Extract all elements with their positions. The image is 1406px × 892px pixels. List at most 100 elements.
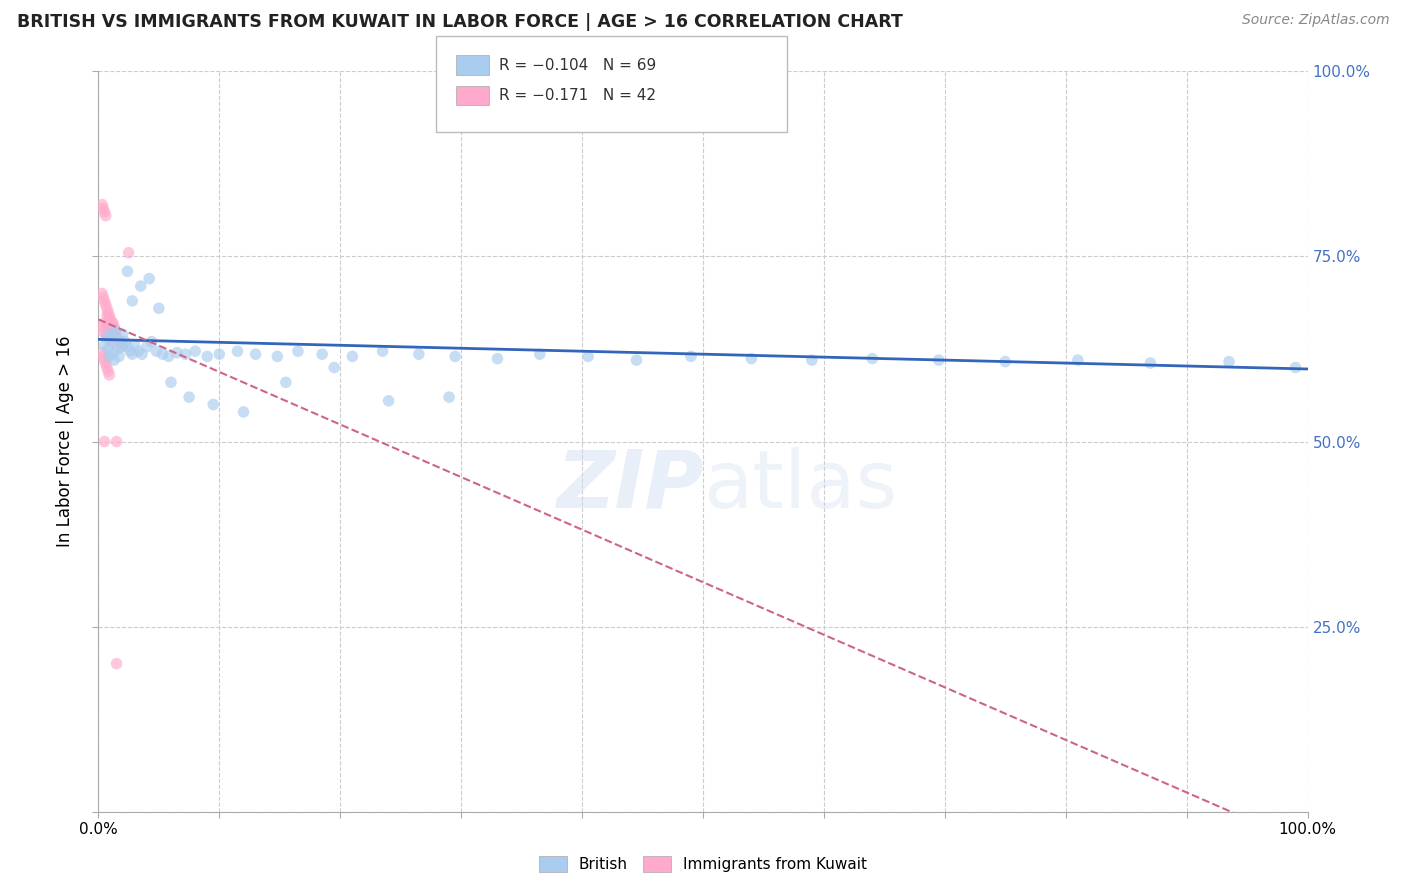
- Point: [371, 344, 394, 359]
- Text: Source: ZipAtlas.com: Source: ZipAtlas.com: [1241, 13, 1389, 28]
- Point: [1218, 354, 1240, 368]
- Point: [91, 202, 114, 216]
- Point: [124, 338, 146, 352]
- Point: [266, 350, 288, 364]
- Point: [232, 405, 254, 419]
- Point: [105, 329, 128, 343]
- Point: [101, 334, 124, 349]
- Point: [117, 340, 139, 354]
- Point: [529, 347, 551, 361]
- Point: [110, 340, 132, 354]
- Point: [274, 376, 297, 390]
- Point: [104, 324, 127, 338]
- Point: [860, 351, 883, 366]
- Legend: British, Immigrants from Kuwait: British, Immigrants from Kuwait: [533, 850, 873, 878]
- Point: [121, 293, 143, 308]
- Point: [103, 319, 125, 334]
- Point: [377, 393, 399, 408]
- Point: [98, 309, 121, 323]
- Text: atlas: atlas: [703, 447, 897, 525]
- Point: [118, 245, 141, 260]
- Point: [94, 357, 117, 371]
- Point: [104, 325, 127, 339]
- Point: [1067, 353, 1090, 368]
- Point: [311, 347, 333, 361]
- Point: [740, 351, 762, 366]
- Point: [93, 205, 115, 219]
- Point: [121, 347, 143, 361]
- Point: [928, 353, 950, 368]
- Point: [576, 350, 599, 364]
- Point: [111, 327, 134, 342]
- Point: [408, 347, 430, 361]
- Point: [107, 342, 129, 356]
- Point: [91, 350, 114, 364]
- Point: [101, 316, 124, 330]
- Point: [97, 305, 120, 319]
- Point: [97, 364, 120, 378]
- Point: [145, 344, 167, 359]
- Point: [94, 209, 117, 223]
- Point: [91, 197, 114, 211]
- Point: [97, 327, 120, 342]
- Point: [131, 347, 153, 361]
- Point: [94, 297, 117, 311]
- Point: [179, 390, 201, 404]
- Point: [437, 390, 460, 404]
- Point: [127, 344, 149, 359]
- Point: [208, 347, 231, 361]
- Point: [93, 316, 115, 330]
- Point: [135, 340, 157, 354]
- Point: [444, 350, 467, 364]
- Text: R = −0.171   N = 42: R = −0.171 N = 42: [499, 88, 657, 103]
- Point: [184, 344, 207, 359]
- Point: [98, 368, 121, 382]
- Point: [157, 350, 180, 364]
- Point: [100, 316, 122, 330]
- Point: [138, 271, 160, 285]
- Point: [91, 345, 114, 359]
- Point: [166, 345, 188, 359]
- Point: [108, 334, 131, 349]
- Point: [97, 318, 120, 332]
- Point: [98, 350, 121, 364]
- Point: [152, 347, 174, 361]
- Point: [160, 376, 183, 390]
- Text: R = −0.104   N = 69: R = −0.104 N = 69: [499, 58, 657, 72]
- Point: [100, 324, 122, 338]
- Point: [96, 360, 118, 375]
- Point: [105, 331, 128, 345]
- Point: [174, 347, 197, 361]
- Point: [486, 351, 509, 366]
- Point: [105, 657, 128, 671]
- Point: [96, 301, 118, 316]
- Point: [93, 353, 115, 368]
- Point: [202, 398, 225, 412]
- Point: [195, 350, 218, 364]
- Point: [100, 331, 122, 345]
- Point: [93, 338, 115, 352]
- Point: [101, 345, 124, 359]
- Point: [105, 434, 128, 449]
- Point: [118, 344, 141, 359]
- Point: [141, 334, 163, 349]
- Point: [226, 344, 249, 359]
- Text: BRITISH VS IMMIGRANTS FROM KUWAIT IN LABOR FORCE | AGE > 16 CORRELATION CHART: BRITISH VS IMMIGRANTS FROM KUWAIT IN LAB…: [17, 13, 903, 31]
- Point: [117, 264, 139, 278]
- Point: [98, 312, 121, 326]
- Y-axis label: In Labor Force | Age > 16: In Labor Force | Age > 16: [56, 335, 75, 548]
- Point: [91, 319, 114, 334]
- Point: [129, 279, 152, 293]
- Point: [342, 350, 364, 364]
- Point: [800, 353, 823, 368]
- Point: [101, 319, 124, 334]
- Point: [148, 301, 170, 316]
- Point: [679, 350, 702, 364]
- Point: [100, 327, 122, 342]
- Point: [91, 286, 114, 301]
- Point: [93, 293, 115, 308]
- Point: [245, 347, 267, 361]
- Point: [287, 344, 309, 359]
- Point: [100, 334, 122, 349]
- Point: [94, 327, 117, 342]
